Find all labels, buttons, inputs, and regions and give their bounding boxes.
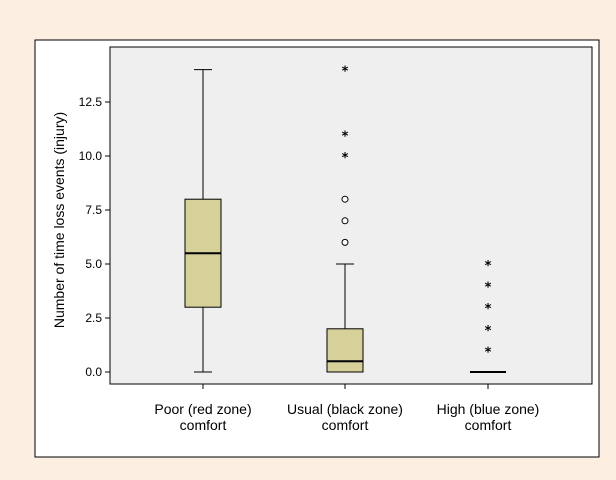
extreme-point: * [342, 65, 349, 80]
y-tick-label: 2.5 [85, 311, 102, 325]
x-tick-label-line2: comfort [465, 417, 512, 433]
box-iqr [326, 328, 364, 373]
boxplots: * * * * * * * * [184, 65, 506, 373]
x-tick-label-line2: comfort [180, 417, 227, 433]
extreme-point: * [485, 302, 492, 317]
extreme-point: * [342, 151, 349, 166]
y-tick-label: 12.5 [79, 95, 103, 109]
x-tick-label: High (blue zone) [437, 401, 540, 417]
y-tick-label: 10.0 [79, 149, 103, 163]
outlier-point [341, 195, 349, 203]
extreme-point: * [485, 324, 492, 339]
y-axis: 0.0 2.5 5.0 7.5 10.0 12.5 [79, 95, 110, 379]
outlier-point [341, 217, 349, 225]
y-axis-title: Number of time loss events (injury) [51, 112, 67, 328]
y-tick-label: 5.0 [85, 257, 102, 271]
y-tick-label: 7.5 [85, 203, 102, 217]
extreme-point: * [485, 281, 492, 296]
outlier-point [341, 238, 349, 246]
extreme-point: * [342, 129, 349, 144]
x-tick-label-line2: comfort [322, 417, 369, 433]
extreme-point: * [485, 345, 492, 360]
x-tick-label: Usual (black zone) [287, 401, 403, 417]
extreme-point: * [485, 259, 492, 274]
y-tick-label: 0.0 [85, 365, 102, 379]
x-tick-label: Poor (red zone) [154, 401, 251, 417]
